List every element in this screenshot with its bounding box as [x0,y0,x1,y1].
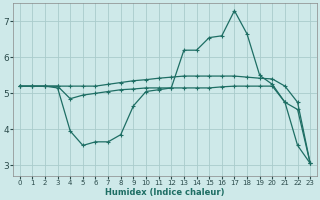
X-axis label: Humidex (Indice chaleur): Humidex (Indice chaleur) [105,188,225,197]
